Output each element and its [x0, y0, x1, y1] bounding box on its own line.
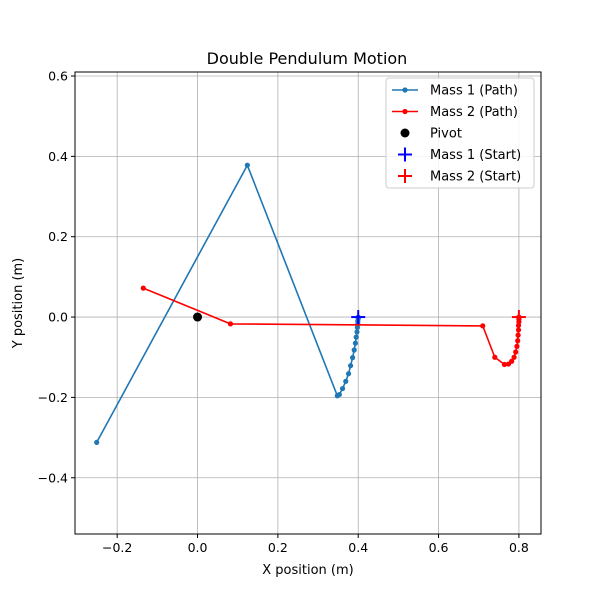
- mass-1-path-point: [354, 324, 361, 331]
- legend-plus-swatch: [398, 169, 412, 183]
- mass-1-path-point: [334, 393, 340, 399]
- plot-frame: [74, 71, 542, 535]
- pivot-series: [193, 312, 203, 322]
- plot-series: [94, 162, 526, 446]
- mass-1-path-point: [353, 334, 359, 340]
- y-tick-label: 0.0: [48, 310, 68, 325]
- x-tick-label: 0.2: [268, 540, 288, 555]
- mass-1-path-point: [343, 378, 349, 384]
- x-tick-label: 0.6: [429, 540, 449, 555]
- legend-point-swatch: [402, 108, 408, 115]
- y-tick-label: 0.6: [48, 69, 68, 84]
- legend-dot-swatch: [400, 128, 410, 138]
- legend-entry-mass-1-path: Mass 1 (Path): [392, 84, 518, 99]
- mass-2-path-point: [515, 322, 522, 329]
- mass-1-path-point: [354, 329, 360, 335]
- mass-2-path-point: [227, 321, 234, 327]
- axis-ticks: −0.2 0.0 0.2 0.4 0.6 0.8 −0.4 −0.2 0.0 0.2 0.4 0.6: [38, 69, 529, 555]
- x-tick-label: 0.8: [509, 540, 529, 555]
- y-tick-label: 0.2: [48, 229, 68, 244]
- mass-1-path-point: [347, 363, 354, 369]
- mass-1-path-point: [352, 340, 359, 346]
- legend-label: Mass 1 (Start): [430, 148, 521, 163]
- mass-2-start-marker: [511, 310, 526, 325]
- y-tick-label: −0.4: [38, 470, 68, 485]
- mass-1-path-point: [349, 355, 356, 361]
- mass-1-path-point: [94, 439, 100, 446]
- legend-entry-pivot: Pivot: [400, 127, 462, 142]
- mass-2-path-point: [515, 332, 521, 338]
- mass-2-path-point: [515, 338, 521, 344]
- legend-entry-mass-1-start: Mass 1 (Start): [398, 147, 521, 163]
- mass-2-path-point: [505, 361, 512, 367]
- mass-1-path-point: [244, 162, 250, 168]
- mass-2-path-point: [501, 361, 508, 368]
- x-axis-label: X position (m): [262, 563, 353, 578]
- mass-1-start-marker: [351, 310, 366, 325]
- mass-1-path-point: [351, 347, 357, 353]
- pivot-marker: [193, 312, 203, 322]
- x-tick-label: −0.2: [102, 540, 132, 555]
- legend-entry-mass-2-path: Mass 2 (Path): [392, 105, 518, 120]
- mass-2-path-point: [515, 327, 522, 333]
- x-tick-label: 0.4: [348, 540, 368, 555]
- y-tick-label: 0.4: [48, 149, 68, 164]
- mass-2-path-point: [480, 323, 486, 329]
- mass-1-start-series: [351, 310, 366, 325]
- mass-1-path-point: [339, 385, 346, 392]
- legend: Mass 1 (Path) Mass 2 (Path) Pivot Mass 1 (S…: [385, 77, 535, 189]
- mass-2-path-point: [513, 349, 519, 355]
- mass-1-path-point: [345, 371, 352, 377]
- legend-label: Mass 2 (Start): [430, 170, 521, 185]
- legend-entry-mass-2-start: Mass 2 (Start): [398, 169, 521, 185]
- y-tick-label: −0.2: [38, 390, 68, 405]
- chart-title: Double Pendulum Motion: [207, 49, 408, 68]
- legend-label: Mass 1 (Path): [430, 84, 518, 99]
- x-tick-label: 0.0: [188, 540, 208, 555]
- mass-2-start-series: [511, 310, 526, 325]
- mass-2-path-point: [492, 354, 498, 360]
- legend-box: [385, 77, 535, 189]
- mass-2-path-point: [514, 343, 520, 349]
- legend-plus-swatch: [398, 147, 412, 162]
- legend-label: Mass 2 (Path): [430, 105, 518, 120]
- legend-point-swatch: [402, 87, 408, 93]
- mass-2-path-point: [511, 354, 517, 360]
- y-axis-label: Y position (m): [11, 258, 26, 350]
- mass-2-path-point: [140, 285, 146, 291]
- legend-label: Pivot: [430, 127, 462, 142]
